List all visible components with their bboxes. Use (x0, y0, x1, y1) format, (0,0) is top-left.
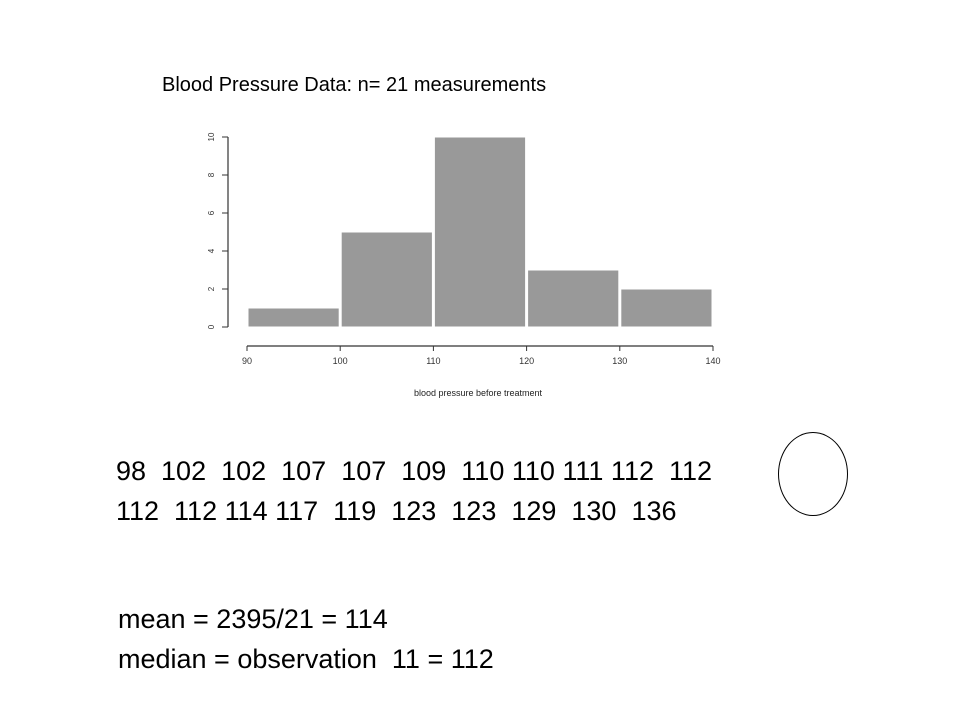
x-tick-label: 140 (705, 356, 720, 366)
x-axis-label: blood pressure before treatment (414, 388, 543, 398)
x-tick-label: 120 (519, 356, 534, 366)
x-tick-label: 90 (242, 356, 252, 366)
histogram-bar (527, 269, 620, 328)
x-axis: 90 100 110 120 130 140 (242, 345, 721, 366)
slide-title: Blood Pressure Data: n= 21 measurements (162, 74, 547, 96)
histogram-bar (433, 136, 527, 328)
y-tick-label: 6 (207, 210, 216, 215)
mean-line: mean = 2395/21 = 114 (118, 604, 388, 634)
y-tick-label: 0 (207, 324, 216, 329)
y-tick-label: 8 (207, 172, 216, 177)
y-tick-label: 4 (207, 248, 216, 253)
histogram-bar (340, 231, 433, 328)
x-tick-label: 130 (612, 356, 627, 366)
histogram-chart: 0 2 4 6 8 10 90 100 110 120 130 140 blood pressure… (207, 132, 721, 398)
data-row-1: 98 102 102 107 107 109 110 110 111 112 1… (116, 456, 713, 486)
y-tick-label: 2 (207, 286, 216, 291)
histogram-bars (247, 136, 713, 328)
median-line: median = observation 11 = 112 (118, 644, 494, 674)
histogram-bar (247, 307, 340, 328)
x-tick-label: 100 (333, 356, 348, 366)
histogram-bar (620, 288, 713, 328)
y-tick-label: 10 (207, 132, 216, 141)
median-highlight-circle (778, 432, 848, 516)
x-tick-label: 110 (426, 356, 440, 366)
data-row-2: 112 112 114 117 119 123 123 129 130 136 (116, 496, 677, 526)
y-axis: 0 2 4 6 8 10 (207, 132, 229, 329)
